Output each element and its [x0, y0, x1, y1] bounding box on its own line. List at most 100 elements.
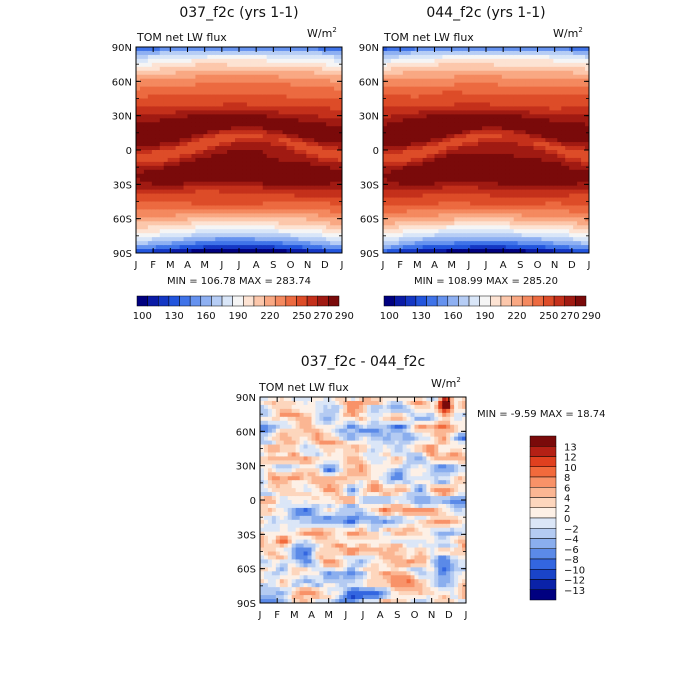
field-cell — [322, 54, 327, 60]
field-cell — [183, 249, 189, 253]
field-cell — [418, 249, 424, 253]
field-cell — [525, 217, 531, 222]
field-cell — [454, 209, 459, 214]
field-cell — [402, 50, 408, 56]
field-cell — [175, 185, 181, 191]
field-cell — [151, 153, 157, 159]
field-cell — [454, 233, 459, 238]
field-cell — [223, 241, 228, 246]
field-cell — [211, 245, 216, 250]
field-cell — [478, 161, 483, 167]
field-cell — [211, 221, 216, 226]
field-cell — [167, 82, 173, 88]
field-cell — [438, 150, 444, 155]
field-cell — [171, 237, 177, 242]
field-cell — [322, 138, 327, 143]
field-cell — [290, 70, 296, 76]
field-cell — [521, 153, 527, 159]
field-cell — [266, 161, 272, 167]
field-cell — [250, 161, 256, 167]
field-cell — [187, 185, 193, 191]
field-cell — [191, 70, 197, 76]
field-cell — [541, 54, 547, 60]
field-cell — [414, 173, 420, 179]
field-cell — [163, 161, 169, 167]
y-tick-label: 30N — [112, 112, 132, 123]
field-cell — [306, 78, 311, 84]
field-cell — [334, 134, 339, 139]
field-cell — [501, 217, 507, 222]
field-cell — [390, 146, 396, 151]
field-cell — [167, 90, 173, 96]
field-cell — [235, 229, 240, 234]
field-cell — [242, 157, 248, 163]
field-cell — [211, 130, 216, 135]
field-cell — [199, 189, 204, 195]
field-cell — [450, 58, 455, 64]
field-cell — [322, 126, 327, 131]
field-cell — [509, 134, 515, 139]
field-cell — [179, 213, 185, 218]
field-cell — [513, 70, 519, 76]
field-cell — [410, 213, 416, 218]
field-cell — [394, 142, 400, 147]
field-cell — [521, 78, 527, 84]
panel-037-field — [136, 47, 342, 253]
field-cell — [474, 142, 479, 147]
field-cell — [242, 50, 248, 56]
field-cell — [286, 58, 292, 64]
field-cell — [235, 58, 240, 64]
field-cell — [171, 114, 177, 119]
field-cell — [219, 181, 224, 187]
field-cell — [163, 229, 169, 234]
field-cell — [470, 173, 475, 179]
field-cell — [302, 106, 307, 111]
field-cell — [434, 130, 440, 135]
field-cell — [215, 201, 220, 207]
field-cell — [326, 213, 331, 218]
field-cell — [541, 150, 547, 155]
field-cell — [239, 78, 244, 84]
field-cell — [517, 82, 523, 88]
field-cell — [330, 86, 335, 92]
field-cell — [159, 181, 165, 187]
field-cell — [223, 229, 228, 234]
field-cell — [454, 78, 459, 84]
field-cell — [438, 78, 444, 84]
field-cell — [414, 66, 420, 72]
field-cell — [330, 165, 335, 171]
field-cell — [533, 78, 539, 84]
field-cell — [482, 205, 487, 211]
field-cell — [334, 78, 339, 84]
field-cell — [334, 169, 339, 175]
field-cell — [474, 173, 479, 179]
field-cell — [171, 54, 177, 60]
field-cell — [438, 122, 444, 127]
field-cell — [442, 150, 447, 155]
field-cell — [139, 78, 145, 84]
field-cell — [501, 201, 507, 207]
field-cell — [383, 177, 388, 183]
field-cell — [254, 50, 260, 56]
field-cell — [143, 165, 149, 171]
field-cell — [545, 122, 550, 127]
field-cell — [155, 146, 161, 151]
field-cell — [171, 118, 177, 123]
field-cell — [314, 142, 319, 147]
field-cell — [187, 245, 193, 250]
field-cell — [235, 47, 240, 52]
field-cell — [326, 185, 331, 191]
field-cell — [450, 102, 455, 108]
field-cell — [330, 237, 335, 242]
field-cell — [521, 173, 527, 179]
field-cell — [187, 237, 193, 242]
field-cell — [330, 197, 335, 203]
field-cell — [410, 50, 416, 56]
field-cell — [505, 185, 511, 191]
field-cell — [430, 185, 436, 191]
field-cell — [318, 47, 323, 52]
field-cell — [330, 90, 335, 96]
field-cell — [426, 233, 432, 238]
field-cell — [322, 201, 327, 207]
field-cell — [326, 225, 331, 230]
